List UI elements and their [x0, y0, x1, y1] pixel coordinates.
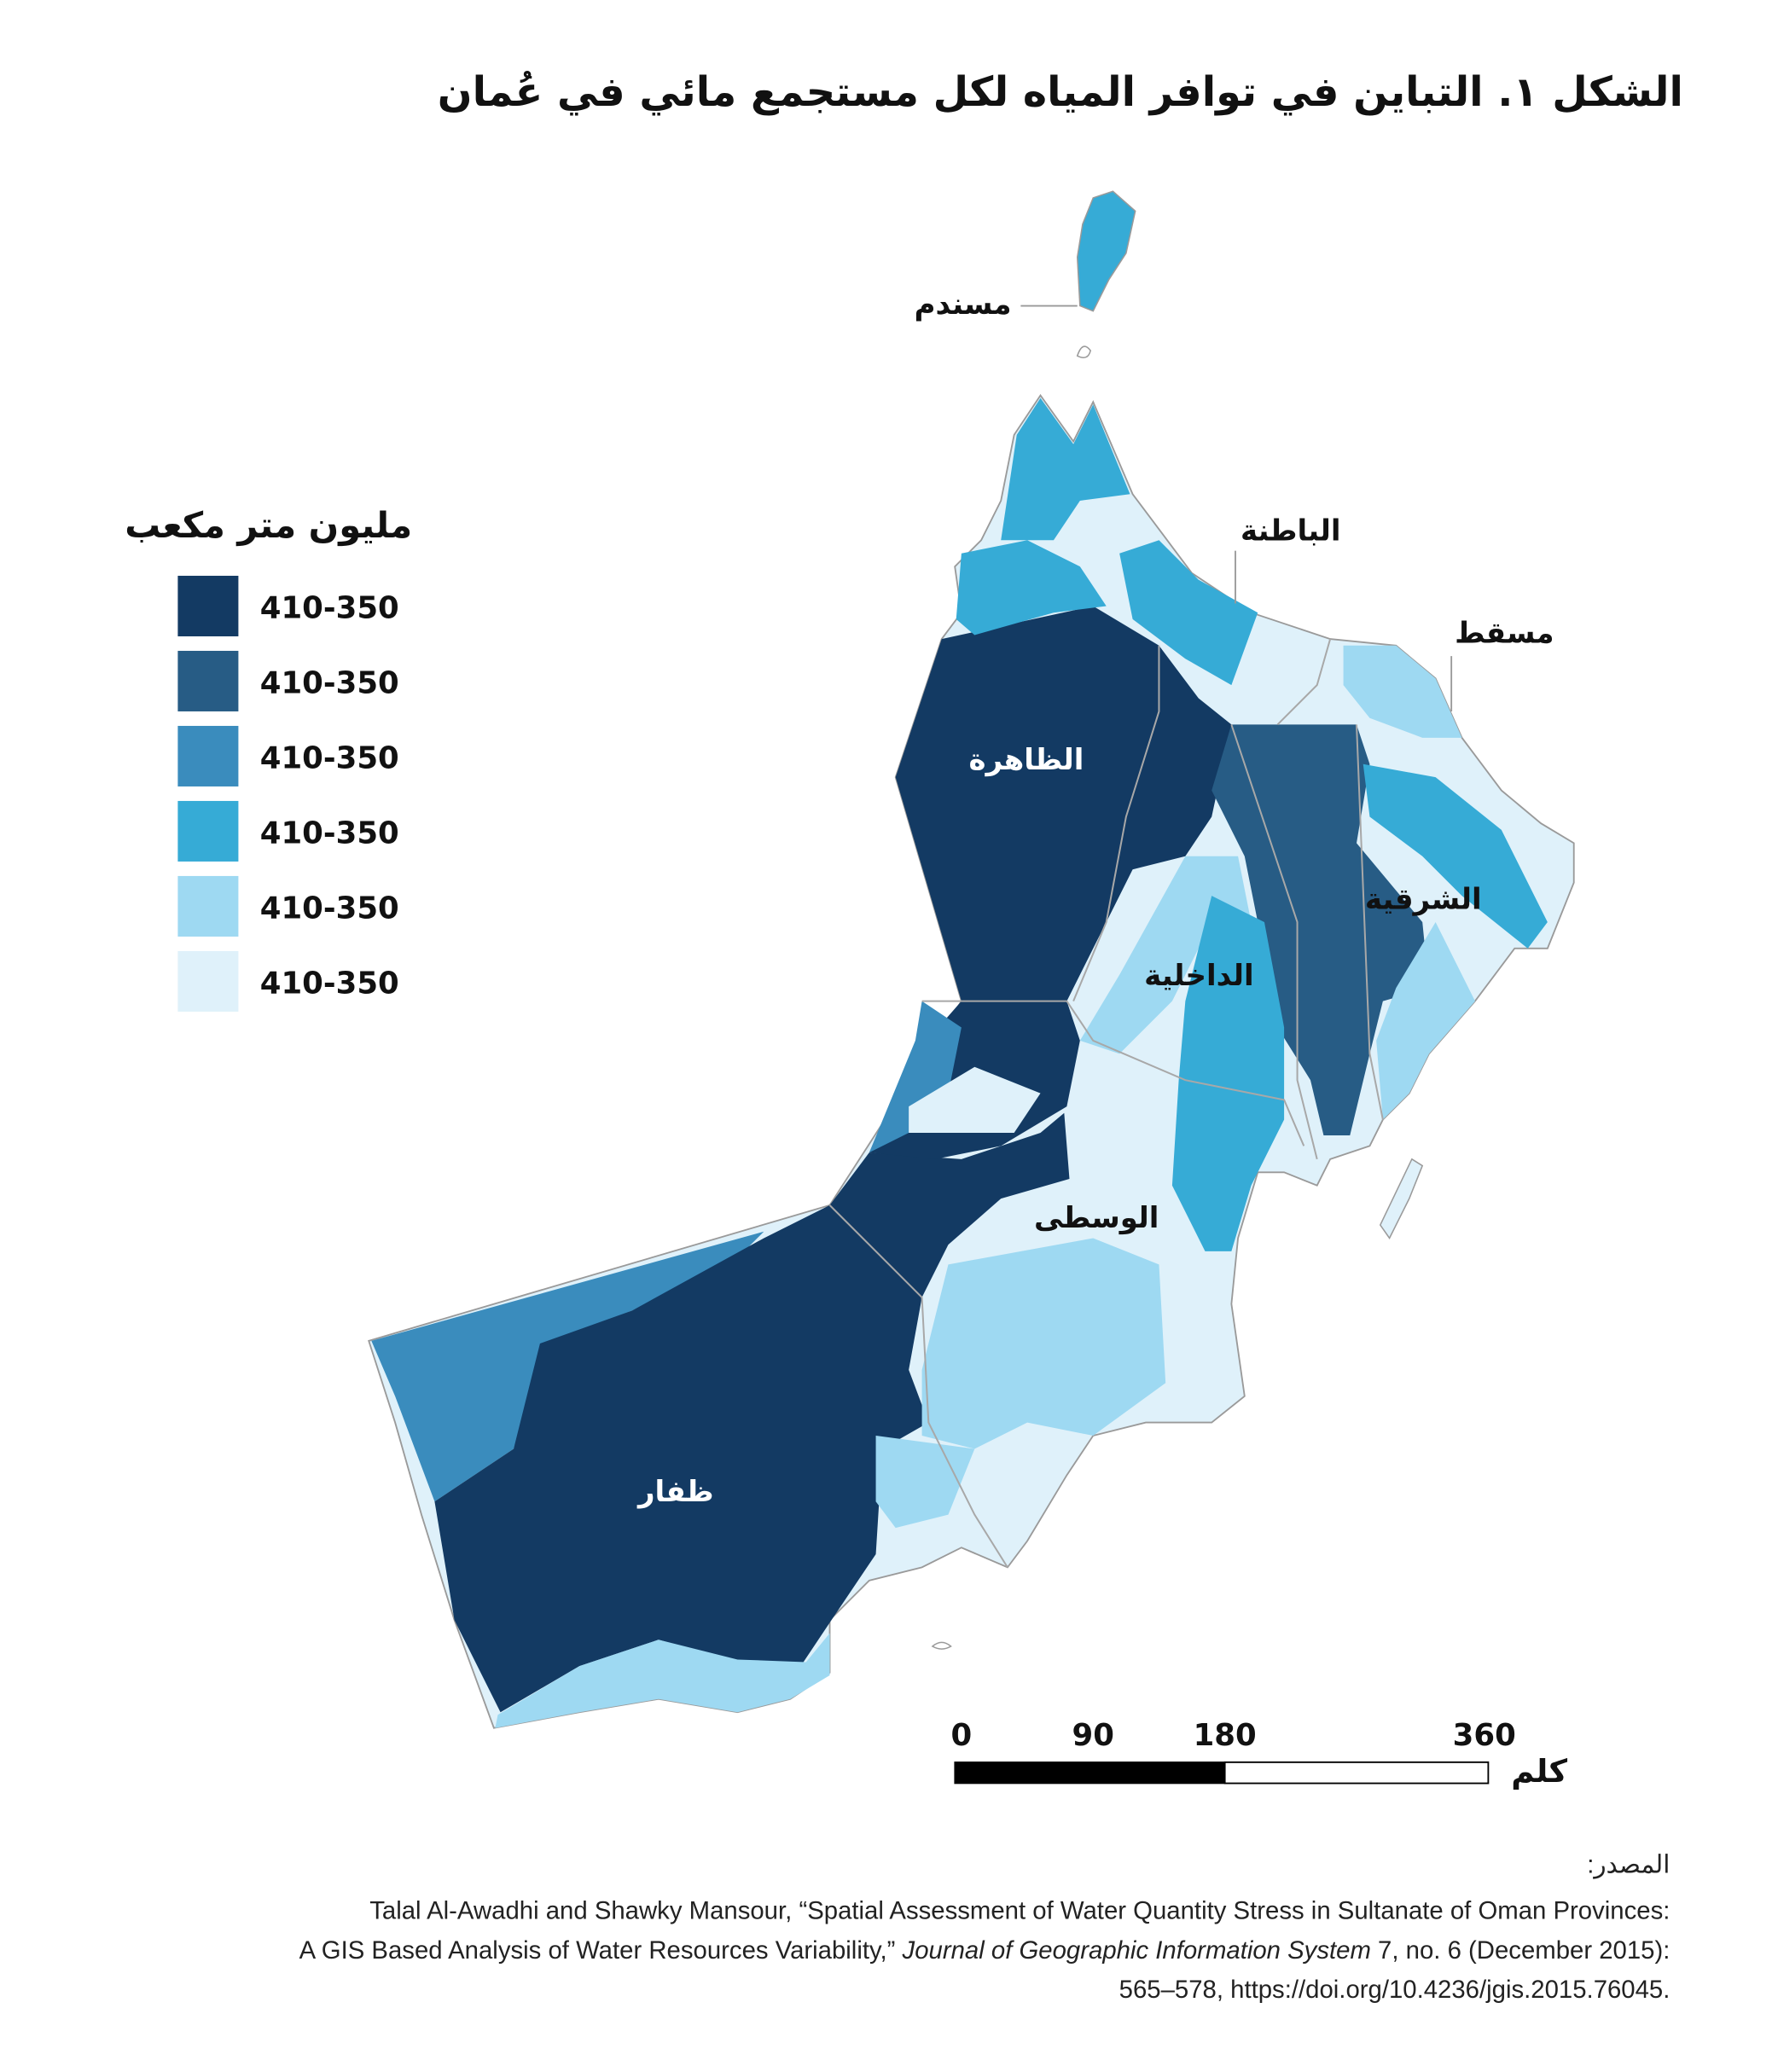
zone	[1376, 921, 1475, 1120]
region-label: مسقط	[1455, 617, 1554, 651]
legend-swatch	[177, 800, 239, 862]
zone	[434, 1204, 929, 1713]
legend-label: 410-350	[260, 590, 399, 625]
zone	[829, 1112, 1070, 1297]
zone	[869, 1001, 962, 1153]
zone	[1363, 763, 1548, 949]
legend-label: 410-350	[260, 891, 399, 926]
scale-tick-label: 90	[1072, 1718, 1114, 1753]
scale-unit: كلم	[1511, 1753, 1567, 1790]
scale-tick-label: 180	[1194, 1718, 1257, 1753]
legend-title: مليون متر مكعب	[125, 504, 412, 547]
legend-label: 410-350	[260, 665, 399, 700]
musandam	[1076, 190, 1136, 312]
legend-label: 410-350	[260, 815, 399, 850]
legend-swatch	[177, 650, 239, 711]
region-label: الوسطى	[1034, 1201, 1159, 1235]
zone	[921, 1238, 1166, 1449]
scale-bar: كلم 0 90 180 360	[951, 1718, 1568, 1790]
legend-swatch	[177, 575, 239, 636]
legend: 410-350 410-350 410-350 410-350 410-350 410-3…	[177, 575, 399, 1012]
scale-segment	[954, 1761, 1226, 1785]
boundary	[828, 1204, 1008, 1568]
zone	[1343, 645, 1462, 738]
legend-label: 410-350	[260, 966, 399, 1001]
legend-swatch	[177, 875, 239, 937]
source-text: A GIS Based Analysis of Water Resources …	[299, 1936, 903, 1965]
boundary	[1356, 724, 1384, 1120]
region-label: الشرقية	[1365, 883, 1482, 917]
region-label: الظاهرة	[969, 743, 1084, 777]
region-label: الباطنة	[1241, 514, 1340, 548]
boundary	[1276, 638, 1332, 726]
zone	[1171, 896, 1285, 1251]
source-label: المصدر:	[1587, 1851, 1670, 1880]
zone	[1001, 398, 1130, 541]
title: الشكل ١. التباين في توافر المياه لكل مست…	[438, 69, 1683, 116]
scale-segment	[1223, 1761, 1490, 1785]
scale-tick-label: 360	[1453, 1718, 1516, 1753]
zone	[495, 1633, 830, 1728]
island	[931, 1641, 952, 1650]
island	[1076, 345, 1092, 358]
region-label: الداخلية	[1144, 959, 1253, 993]
boundary	[1230, 724, 1318, 1160]
source-text: 565–578, https://doi.org/10.4236/jgis.20…	[1119, 1976, 1671, 2004]
zone	[371, 1231, 764, 1502]
source-text: Talal Al-Awadhi and Shawky Mansour, “Spa…	[369, 1897, 1670, 1925]
zone	[956, 540, 1107, 636]
region-label: مسندم	[915, 287, 1012, 322]
region-label: ظفار	[636, 1475, 714, 1509]
legend-swatch	[177, 725, 239, 786]
legend-label: 410-350	[260, 740, 399, 775]
source-text: A GIS Based Analysis of Water Resources …	[299, 1936, 1671, 1965]
legend-swatch	[177, 950, 239, 1012]
scale-tick-label: 0	[951, 1718, 973, 1753]
boundary	[1072, 645, 1160, 1001]
source-journal: Journal of Geographic Information System	[902, 1936, 1371, 1965]
zone	[1079, 856, 1252, 1054]
boundary	[921, 1000, 1305, 1146]
zone	[909, 1066, 1041, 1133]
island	[1379, 1158, 1424, 1239]
source-text: 7, no. 6 (December 2015):	[1371, 1936, 1671, 1965]
zone	[875, 1436, 975, 1529]
map-shapes	[368, 190, 1575, 1729]
zone	[895, 606, 1232, 1001]
zone	[1119, 540, 1258, 686]
